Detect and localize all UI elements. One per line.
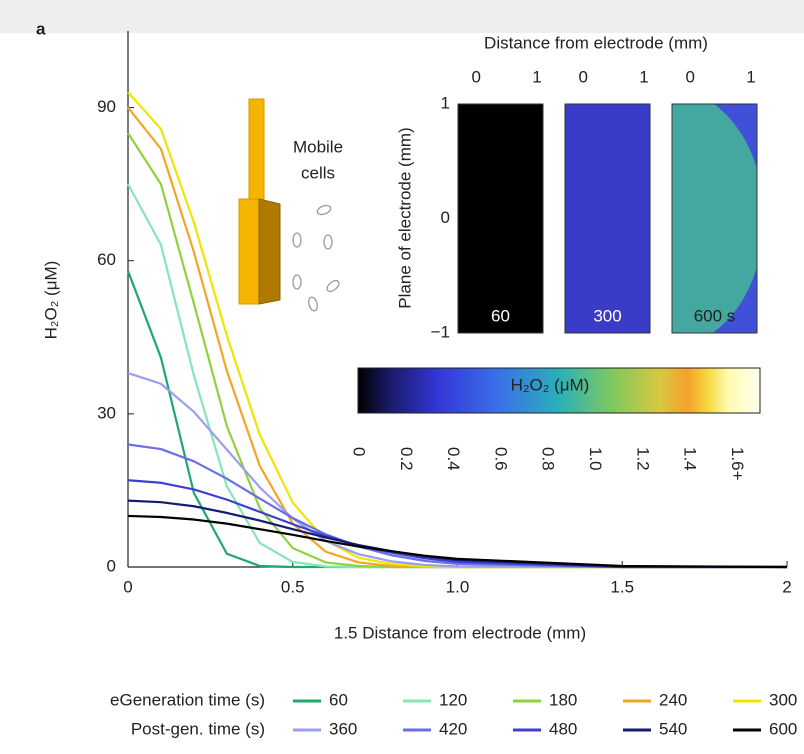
legend-label: 240 <box>659 690 687 709</box>
series-line <box>127 499 788 569</box>
inset-x-tick-label: 0 <box>685 67 694 86</box>
y-tick-label: 60 <box>97 250 116 269</box>
y-tick-label: 30 <box>97 403 116 422</box>
electrode-cartoon <box>238 98 340 312</box>
legend-title: eGeneration time (s) <box>110 690 265 709</box>
colorbar <box>357 367 761 414</box>
panel-time-label: 60 <box>491 306 510 325</box>
legend-title: Post-gen. time (s) <box>131 719 265 738</box>
colorbar-tick-label: 0.2 <box>397 447 416 471</box>
y-axis-label: H₂O₂ (μM) <box>41 261 60 340</box>
inset-title: Distance from electrode (mm) <box>484 33 708 52</box>
series-line <box>127 479 787 569</box>
colorbar-title: H₂O₂ (μM) <box>511 375 590 394</box>
x-tick-label: 1.5 <box>610 577 634 596</box>
x-tick-label: 2 <box>782 577 791 596</box>
series-line <box>127 514 788 569</box>
inset-y-tick-label: 0 <box>441 208 450 227</box>
legend-label: 60 <box>329 690 348 709</box>
annotation: cells <box>301 163 335 182</box>
legend-label: 360 <box>329 719 357 738</box>
inset-y-tick-label: −1 <box>431 322 450 341</box>
inset-x-tick-label: 1 <box>639 67 648 86</box>
panel-label: a <box>36 19 46 38</box>
legend-label: 420 <box>439 719 467 738</box>
inset-x-tick-label: 0 <box>471 67 480 86</box>
colorbar-tick-label: 1.6+ <box>728 447 747 481</box>
legend-label: 480 <box>549 719 577 738</box>
legend-label: 120 <box>439 690 467 709</box>
colorbar-tick-label: 0 <box>350 447 369 456</box>
colorbar-tick-label: 1.4 <box>681 447 700 471</box>
colorbar-tick-label: 0.4 <box>444 447 463 471</box>
inset-x-tick-label: 1 <box>532 67 541 86</box>
heatmap-frame <box>457 103 544 334</box>
legend-label: 180 <box>549 690 577 709</box>
inset-x-tick-label: 0 <box>578 67 587 86</box>
heatmap-images <box>458 104 757 333</box>
x-tick-label: 0.5 <box>281 577 305 596</box>
colorbar-tick-label: 0.8 <box>539 447 558 471</box>
x-tick-label: 1.0 <box>446 577 470 596</box>
header-band <box>0 0 804 33</box>
colorbar-tick-label: 0.6 <box>491 447 510 471</box>
colorbar-tick-label: 1.0 <box>586 447 605 471</box>
x-tick-label: 0 <box>123 577 132 596</box>
inset-y-label: Plane of electrode (mm) <box>395 127 414 308</box>
series-line <box>127 443 787 569</box>
heatmap-frame <box>564 103 651 334</box>
x-axis-label: 1.5 Distance from electrode (mm) <box>334 623 586 642</box>
legend-label: 600 <box>769 719 797 738</box>
y-tick-label: 90 <box>97 97 116 116</box>
annotation: Mobile <box>293 137 343 156</box>
panel-time-label: 300 <box>593 306 621 325</box>
y-tick-label: 0 <box>107 556 116 575</box>
legend-label: 540 <box>659 719 687 738</box>
colorbar-tick-label: 1.2 <box>633 447 652 471</box>
heatmap-frame <box>671 103 758 334</box>
panel-time-label: 600 s <box>694 306 736 325</box>
inset-y-tick-label: 1 <box>441 93 450 112</box>
legend-label: 300 <box>769 690 797 709</box>
inset-x-tick-label: 1 <box>746 67 755 86</box>
